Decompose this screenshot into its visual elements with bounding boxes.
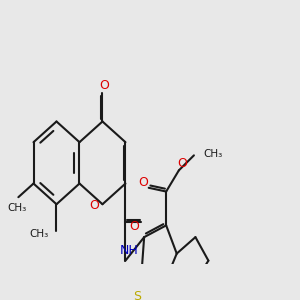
Text: O: O: [178, 157, 188, 170]
Text: S: S: [134, 290, 142, 300]
Text: O: O: [89, 199, 99, 212]
Text: O: O: [138, 176, 148, 189]
Text: O: O: [130, 220, 140, 233]
Text: CH₃: CH₃: [7, 202, 26, 212]
Text: CH₃: CH₃: [203, 149, 222, 159]
Text: CH₃: CH₃: [30, 229, 49, 239]
Text: NH: NH: [120, 244, 139, 257]
Text: O: O: [99, 79, 109, 92]
